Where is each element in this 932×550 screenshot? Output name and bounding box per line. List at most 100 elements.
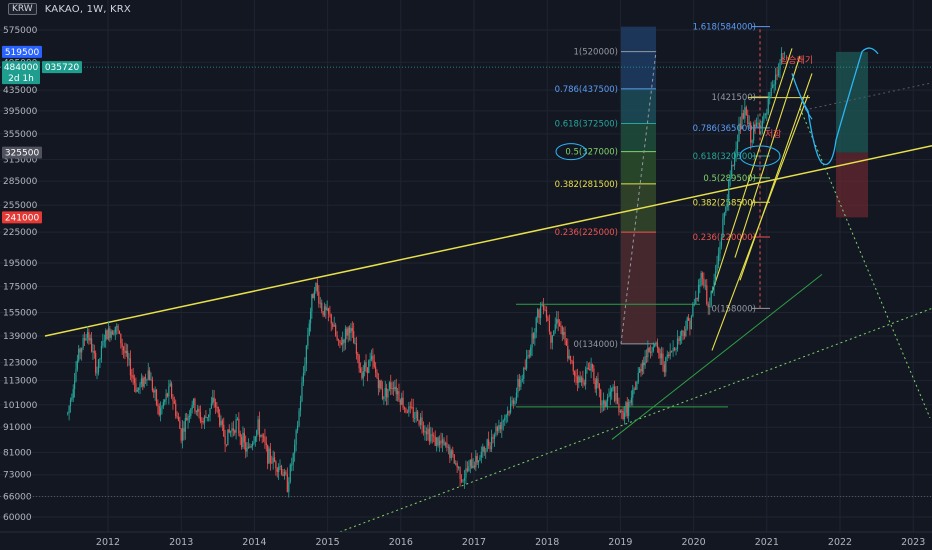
candle-body bbox=[754, 124, 756, 127]
candle-body bbox=[585, 369, 587, 385]
candle-body bbox=[707, 304, 709, 308]
candle-body bbox=[675, 349, 677, 351]
candle-body bbox=[565, 340, 568, 346]
candle-body bbox=[375, 366, 377, 373]
candle-body bbox=[553, 330, 555, 336]
candle-body bbox=[246, 448, 248, 452]
candle-body bbox=[436, 437, 438, 446]
candle-body bbox=[472, 465, 474, 469]
candle-body bbox=[223, 424, 225, 437]
candle-body bbox=[550, 331, 552, 343]
candle-body bbox=[594, 380, 596, 389]
candle-body bbox=[463, 477, 466, 481]
candle-body bbox=[309, 311, 312, 324]
candle-body bbox=[477, 460, 480, 463]
candle-body bbox=[437, 437, 439, 446]
candle-body bbox=[142, 378, 144, 387]
candle-body bbox=[160, 408, 162, 416]
candle-body bbox=[301, 382, 303, 402]
candle-body bbox=[68, 405, 70, 413]
candle-body bbox=[285, 471, 287, 475]
candle-body bbox=[554, 324, 556, 331]
candle-body bbox=[402, 397, 404, 408]
y-tick-label: 73000 bbox=[3, 471, 32, 481]
candle-body bbox=[256, 430, 258, 437]
candle-body bbox=[150, 379, 152, 381]
candle-body bbox=[440, 440, 442, 444]
candle-body bbox=[687, 317, 690, 321]
candle-body bbox=[625, 402, 627, 413]
candle-body bbox=[683, 332, 686, 336]
price-badge bbox=[2, 211, 42, 224]
candle-body bbox=[353, 331, 355, 344]
candle-body bbox=[547, 317, 549, 322]
candle-body bbox=[377, 378, 379, 389]
candle-body bbox=[364, 362, 366, 372]
candle-body bbox=[76, 360, 78, 370]
candle-body bbox=[774, 74, 777, 85]
candle-body bbox=[133, 378, 136, 384]
candle-body bbox=[773, 84, 775, 86]
price-badge-label: 035720 bbox=[45, 63, 80, 73]
candle-body bbox=[713, 280, 715, 288]
candle-body bbox=[515, 392, 518, 401]
candle-body bbox=[187, 416, 189, 421]
candle-body bbox=[616, 393, 619, 404]
candle-body bbox=[348, 327, 351, 333]
fib-right-label: 0.618(320500) bbox=[693, 152, 756, 162]
candle-body bbox=[710, 290, 712, 306]
candle-body bbox=[654, 343, 656, 347]
candle-body bbox=[139, 383, 141, 388]
candle-body bbox=[103, 340, 105, 342]
candle-body bbox=[613, 386, 616, 401]
candle-body bbox=[518, 379, 520, 387]
y-tick-label: 435000 bbox=[3, 86, 38, 96]
candle-body bbox=[748, 122, 750, 125]
candle-body bbox=[764, 113, 766, 115]
candle-body bbox=[219, 413, 221, 426]
candle-body bbox=[135, 383, 137, 392]
fib-circle-left bbox=[555, 143, 587, 161]
candle-body bbox=[532, 333, 535, 339]
candle-body bbox=[124, 350, 126, 354]
candle-body bbox=[645, 356, 648, 358]
candle-body bbox=[399, 399, 401, 405]
candle-body bbox=[652, 346, 654, 351]
candle-body bbox=[489, 445, 491, 450]
candle-body bbox=[206, 417, 208, 419]
candle-body bbox=[591, 363, 594, 369]
main-resistance-trendline bbox=[44, 145, 932, 337]
candle-body bbox=[155, 389, 158, 405]
y-tick-label: 395000 bbox=[3, 107, 38, 117]
candle-body bbox=[602, 400, 605, 405]
candle-body bbox=[212, 397, 214, 404]
candle-body bbox=[686, 317, 688, 329]
candle-body bbox=[384, 387, 386, 397]
candle-body bbox=[514, 400, 516, 405]
candle-body bbox=[586, 367, 588, 370]
candle-body bbox=[655, 342, 657, 344]
candle-body bbox=[99, 358, 101, 360]
price-badge-label: 519500 bbox=[5, 48, 40, 58]
candle-body bbox=[208, 414, 210, 418]
candle-body bbox=[780, 53, 783, 63]
candle-body bbox=[198, 408, 200, 412]
y-tick-label: 355000 bbox=[3, 130, 38, 140]
candle-body bbox=[282, 474, 284, 477]
candle-body bbox=[621, 410, 623, 412]
candle-body bbox=[560, 326, 562, 328]
candle-body bbox=[438, 440, 441, 446]
candle-body bbox=[575, 375, 577, 377]
candle-body bbox=[704, 285, 706, 287]
currency-badge[interactable]: KRW bbox=[8, 3, 37, 15]
candle-body bbox=[600, 389, 602, 406]
candle-body bbox=[732, 164, 734, 166]
candle-body bbox=[236, 418, 239, 420]
candle-body bbox=[161, 406, 163, 409]
candle-body bbox=[750, 122, 752, 143]
candle-body bbox=[505, 415, 507, 418]
candle-body bbox=[170, 383, 173, 397]
candle-body bbox=[582, 377, 584, 383]
